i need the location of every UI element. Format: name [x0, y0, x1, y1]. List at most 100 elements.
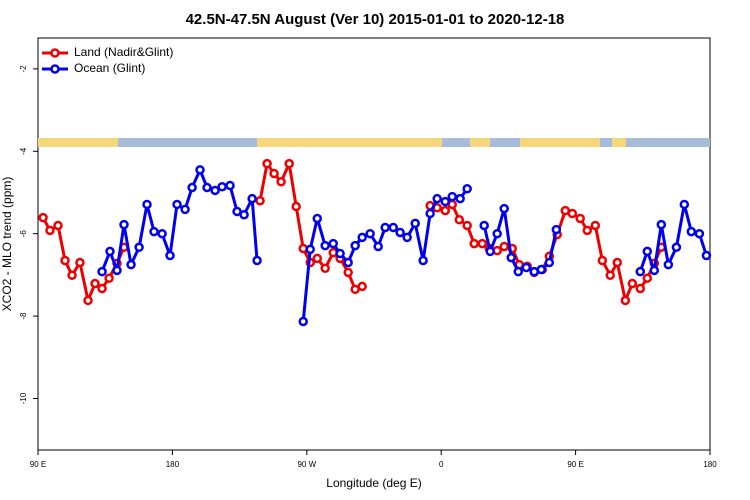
point: [312, 253, 323, 264]
point: [679, 199, 690, 210]
point: [187, 182, 197, 193]
legend-label: Ocean (Glint): [74, 61, 145, 75]
point: [627, 278, 638, 289]
point: [149, 226, 159, 237]
point: [635, 266, 646, 277]
point: [590, 220, 601, 231]
point: [410, 218, 420, 229]
point: [357, 232, 367, 243]
point: [45, 225, 55, 236]
point: [38, 212, 48, 223]
point: [165, 250, 175, 261]
point: [447, 191, 458, 202]
y-tick-label: -2: [19, 65, 28, 73]
y-tick-label: -4: [19, 147, 28, 155]
point: [357, 281, 367, 292]
point: [172, 199, 182, 210]
x-tick-label: 180: [166, 460, 180, 469]
x-tick-label: 0: [439, 460, 444, 469]
point: [388, 222, 399, 233]
point: [701, 250, 712, 261]
point: [536, 264, 547, 275]
point: [551, 224, 562, 235]
point: [67, 270, 77, 281]
point: [180, 204, 190, 215]
point: [320, 263, 330, 274]
y-tick-label: -10: [19, 392, 28, 404]
point: [455, 193, 465, 204]
x-tick-label: 90 W: [297, 460, 316, 469]
point: [395, 227, 405, 238]
point: [499, 203, 509, 214]
point: [642, 273, 653, 283]
point: [247, 193, 257, 204]
point: [202, 182, 212, 193]
chart-title: 42.5N-47.5N August (Ver 10) 2015-01-01 t…: [186, 11, 565, 28]
point: [276, 177, 286, 187]
point: [105, 246, 115, 257]
point: [582, 225, 592, 236]
point: [252, 255, 262, 266]
point: [612, 257, 623, 268]
point: [134, 242, 144, 253]
point: [694, 228, 705, 239]
point: [432, 193, 442, 204]
point: [239, 209, 249, 220]
point: [232, 206, 242, 217]
point: [605, 270, 615, 281]
point: [402, 232, 412, 243]
point: [485, 246, 495, 257]
legend-marker: [50, 48, 60, 58]
point: [418, 255, 428, 266]
point: [365, 228, 375, 239]
point: [597, 255, 608, 266]
point: [119, 219, 129, 230]
point: [635, 283, 646, 294]
point: [440, 205, 450, 216]
point: [469, 238, 479, 249]
point: [544, 257, 555, 268]
point: [97, 283, 107, 294]
point: [217, 181, 227, 192]
point: [225, 180, 235, 191]
point: [499, 241, 509, 252]
point: [60, 255, 70, 266]
x-axis-label: Longitude (deg E): [326, 476, 421, 490]
point: [506, 252, 516, 263]
point: [343, 267, 353, 278]
point: [298, 316, 308, 327]
point: [649, 265, 660, 276]
point: [53, 220, 63, 231]
point: [90, 278, 100, 289]
point: [575, 213, 585, 224]
y-axis-label: XCO2 - MLO trend (ppm): [0, 177, 14, 312]
point: [262, 158, 272, 169]
point: [663, 259, 674, 270]
point: [671, 242, 682, 253]
point: [380, 222, 390, 233]
point: [195, 165, 205, 175]
point: [112, 265, 122, 276]
point: [126, 259, 136, 270]
point: [291, 201, 301, 212]
point: [440, 196, 450, 207]
y-tick-label: -8: [19, 312, 28, 320]
point: [75, 257, 85, 268]
point: [305, 244, 315, 255]
point: [210, 185, 220, 196]
point: [335, 248, 345, 259]
point: [157, 228, 167, 239]
x-tick-label: 180: [703, 460, 717, 469]
point: [454, 214, 465, 225]
point: [513, 266, 524, 277]
point: [620, 295, 631, 306]
point: [104, 273, 114, 283]
point: [479, 220, 489, 231]
legend-label: Land (Nadir&Glint): [74, 45, 173, 59]
point: [686, 226, 697, 237]
point: [343, 257, 353, 268]
point: [284, 158, 294, 169]
point: [255, 195, 265, 206]
point: [83, 295, 93, 306]
point: [373, 241, 383, 252]
